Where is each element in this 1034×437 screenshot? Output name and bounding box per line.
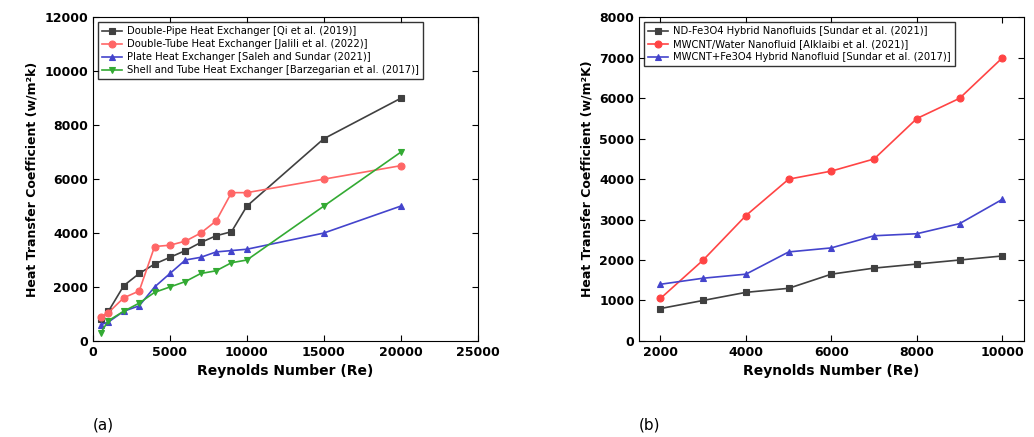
Double-Pipe Heat Exchanger [Qi et al. (2019)] [194,240,207,245]
MWCNT/Water Nanofluid [Alklaibi et al. (2021)] [739,213,752,218]
Double-Pipe Heat Exchanger [Qi et al. (2019)] [102,309,115,314]
MWCNT/Water Nanofluid [Alklaibi et al. (2021)] [825,169,838,174]
ND-Fe3O4 Hybrid Nanofluids [Sundar et al. (2021)] [655,306,667,311]
ND-Fe3O4 Hybrid Nanofluids [Sundar et al. (2021)] [739,290,752,295]
ND-Fe3O4 Hybrid Nanofluids [Sundar et al. (2021)] [996,253,1008,259]
Plate Heat Exchanger [Saleh and Sundar (2021)] [225,248,238,253]
Line: ND-Fe3O4 Hybrid Nanofluids [Sundar et al. (2021)]: ND-Fe3O4 Hybrid Nanofluids [Sundar et al… [657,253,1006,312]
Legend: ND-Fe3O4 Hybrid Nanofluids [Sundar et al. (2021)], MWCNT/Water Nanofluid [Alklai: ND-Fe3O4 Hybrid Nanofluids [Sundar et al… [644,22,954,66]
Double-Pipe Heat Exchanger [Qi et al. (2019)] [149,261,161,267]
Shell and Tube Heat Exchanger [Barzegarian et al. (2017)] [163,284,176,290]
Shell and Tube Heat Exchanger [Barzegarian et al. (2017)] [149,290,161,295]
Plate Heat Exchanger [Saleh and Sundar (2021)] [133,303,146,309]
Double-Pipe Heat Exchanger [Qi et al. (2019)] [118,283,130,288]
MWCNT+Fe3O4 Hybrid Nanofluid [Sundar et al. (2017)] [697,276,709,281]
Double-Pipe Heat Exchanger [Qi et al. (2019)] [133,271,146,276]
Double-Pipe Heat Exchanger [Qi et al. (2019)] [317,136,330,142]
Line: MWCNT/Water Nanofluid [Alklaibi et al. (2021)]: MWCNT/Water Nanofluid [Alklaibi et al. (… [657,55,1006,302]
Double-Tube Heat Exchanger [Jalili et al. (2022)] [163,243,176,248]
Shell and Tube Heat Exchanger [Barzegarian et al. (2017)] [133,301,146,306]
Double-Tube Heat Exchanger [Jalili et al. (2022)] [133,288,146,294]
Plate Heat Exchanger [Saleh and Sundar (2021)] [118,309,130,314]
Double-Tube Heat Exchanger [Jalili et al. (2022)] [94,314,107,319]
Plate Heat Exchanger [Saleh and Sundar (2021)] [194,255,207,260]
MWCNT/Water Nanofluid [Alklaibi et al. (2021)] [655,296,667,301]
Legend: Double-Pipe Heat Exchanger [Qi et al. (2019)], Double-Tube Heat Exchanger [Jalil: Double-Pipe Heat Exchanger [Qi et al. (2… [98,22,423,80]
Shell and Tube Heat Exchanger [Barzegarian et al. (2017)] [102,318,115,323]
Shell and Tube Heat Exchanger [Barzegarian et al. (2017)] [317,204,330,209]
Y-axis label: Heat Transfer Coefficient (w/m²k): Heat Transfer Coefficient (w/m²k) [26,62,39,297]
ND-Fe3O4 Hybrid Nanofluids [Sundar et al. (2021)] [783,286,795,291]
Double-Tube Heat Exchanger [Jalili et al. (2022)] [118,295,130,300]
Shell and Tube Heat Exchanger [Barzegarian et al. (2017)] [179,279,191,284]
Plate Heat Exchanger [Saleh and Sundar (2021)] [94,322,107,327]
X-axis label: Reynolds Number (Re): Reynolds Number (Re) [197,364,373,378]
Double-Pipe Heat Exchanger [Qi et al. (2019)] [241,204,253,209]
Plate Heat Exchanger [Saleh and Sundar (2021)] [163,271,176,276]
MWCNT+Fe3O4 Hybrid Nanofluid [Sundar et al. (2017)] [655,282,667,287]
Shell and Tube Heat Exchanger [Barzegarian et al. (2017)] [194,271,207,276]
ND-Fe3O4 Hybrid Nanofluids [Sundar et al. (2021)] [697,298,709,303]
Line: Double-Tube Heat Exchanger [Jalili et al. (2022)]: Double-Tube Heat Exchanger [Jalili et al… [97,162,404,320]
Shell and Tube Heat Exchanger [Barzegarian et al. (2017)] [210,268,222,274]
Plate Heat Exchanger [Saleh and Sundar (2021)] [102,319,115,325]
MWCNT+Fe3O4 Hybrid Nanofluid [Sundar et al. (2017)] [911,231,923,236]
Shell and Tube Heat Exchanger [Barzegarian et al. (2017)] [118,309,130,314]
Plate Heat Exchanger [Saleh and Sundar (2021)] [241,246,253,252]
Text: (b): (b) [639,418,661,433]
Double-Pipe Heat Exchanger [Qi et al. (2019)] [225,229,238,234]
MWCNT/Water Nanofluid [Alklaibi et al. (2021)] [697,257,709,263]
Shell and Tube Heat Exchanger [Barzegarian et al. (2017)] [395,149,407,155]
Double-Pipe Heat Exchanger [Qi et al. (2019)] [395,96,407,101]
MWCNT+Fe3O4 Hybrid Nanofluid [Sundar et al. (2017)] [953,221,966,226]
ND-Fe3O4 Hybrid Nanofluids [Sundar et al. (2021)] [825,271,838,277]
MWCNT+Fe3O4 Hybrid Nanofluid [Sundar et al. (2017)] [739,271,752,277]
Line: Double-Pipe Heat Exchanger [Qi et al. (2019)]: Double-Pipe Heat Exchanger [Qi et al. (2… [97,95,404,323]
Plate Heat Exchanger [Saleh and Sundar (2021)] [179,257,191,263]
MWCNT+Fe3O4 Hybrid Nanofluid [Sundar et al. (2017)] [868,233,880,239]
Shell and Tube Heat Exchanger [Barzegarian et al. (2017)] [241,257,253,263]
Double-Tube Heat Exchanger [Jalili et al. (2022)] [241,190,253,195]
Double-Pipe Heat Exchanger [Qi et al. (2019)] [179,248,191,253]
Double-Pipe Heat Exchanger [Qi et al. (2019)] [94,317,107,322]
Plate Heat Exchanger [Saleh and Sundar (2021)] [395,204,407,209]
MWCNT+Fe3O4 Hybrid Nanofluid [Sundar et al. (2017)] [783,249,795,254]
Text: (a): (a) [93,418,114,433]
Double-Tube Heat Exchanger [Jalili et al. (2022)] [149,244,161,249]
Plate Heat Exchanger [Saleh and Sundar (2021)] [210,249,222,254]
MWCNT/Water Nanofluid [Alklaibi et al. (2021)] [953,96,966,101]
Shell and Tube Heat Exchanger [Barzegarian et al. (2017)] [225,260,238,265]
MWCNT/Water Nanofluid [Alklaibi et al. (2021)] [996,55,1008,61]
ND-Fe3O4 Hybrid Nanofluids [Sundar et al. (2021)] [911,261,923,267]
MWCNT/Water Nanofluid [Alklaibi et al. (2021)] [868,156,880,162]
Y-axis label: Heat Transfer Coefficient (w/m²K): Heat Transfer Coefficient (w/m²K) [581,61,594,298]
X-axis label: Reynolds Number (Re): Reynolds Number (Re) [743,364,919,378]
Double-Tube Heat Exchanger [Jalili et al. (2022)] [194,230,207,236]
ND-Fe3O4 Hybrid Nanofluids [Sundar et al. (2021)] [953,257,966,263]
Line: Plate Heat Exchanger [Saleh and Sundar (2021)]: Plate Heat Exchanger [Saleh and Sundar (… [97,203,404,328]
Double-Tube Heat Exchanger [Jalili et al. (2022)] [179,239,191,244]
Shell and Tube Heat Exchanger [Barzegarian et al. (2017)] [94,330,107,336]
MWCNT+Fe3O4 Hybrid Nanofluid [Sundar et al. (2017)] [825,245,838,250]
Double-Pipe Heat Exchanger [Qi et al. (2019)] [163,255,176,260]
Line: MWCNT+Fe3O4 Hybrid Nanofluid [Sundar et al. (2017)]: MWCNT+Fe3O4 Hybrid Nanofluid [Sundar et … [657,196,1006,288]
ND-Fe3O4 Hybrid Nanofluids [Sundar et al. (2021)] [868,266,880,271]
Double-Tube Heat Exchanger [Jalili et al. (2022)] [210,218,222,224]
Plate Heat Exchanger [Saleh and Sundar (2021)] [317,230,330,236]
Double-Pipe Heat Exchanger [Qi et al. (2019)] [210,233,222,239]
MWCNT/Water Nanofluid [Alklaibi et al. (2021)] [911,116,923,121]
Double-Tube Heat Exchanger [Jalili et al. (2022)] [395,163,407,168]
Line: Shell and Tube Heat Exchanger [Barzegarian et al. (2017)]: Shell and Tube Heat Exchanger [Barzegari… [97,149,404,336]
Double-Tube Heat Exchanger [Jalili et al. (2022)] [102,310,115,315]
Double-Tube Heat Exchanger [Jalili et al. (2022)] [317,177,330,182]
Plate Heat Exchanger [Saleh and Sundar (2021)] [149,284,161,290]
Double-Tube Heat Exchanger [Jalili et al. (2022)] [225,190,238,195]
MWCNT+Fe3O4 Hybrid Nanofluid [Sundar et al. (2017)] [996,197,1008,202]
MWCNT/Water Nanofluid [Alklaibi et al. (2021)] [783,177,795,182]
